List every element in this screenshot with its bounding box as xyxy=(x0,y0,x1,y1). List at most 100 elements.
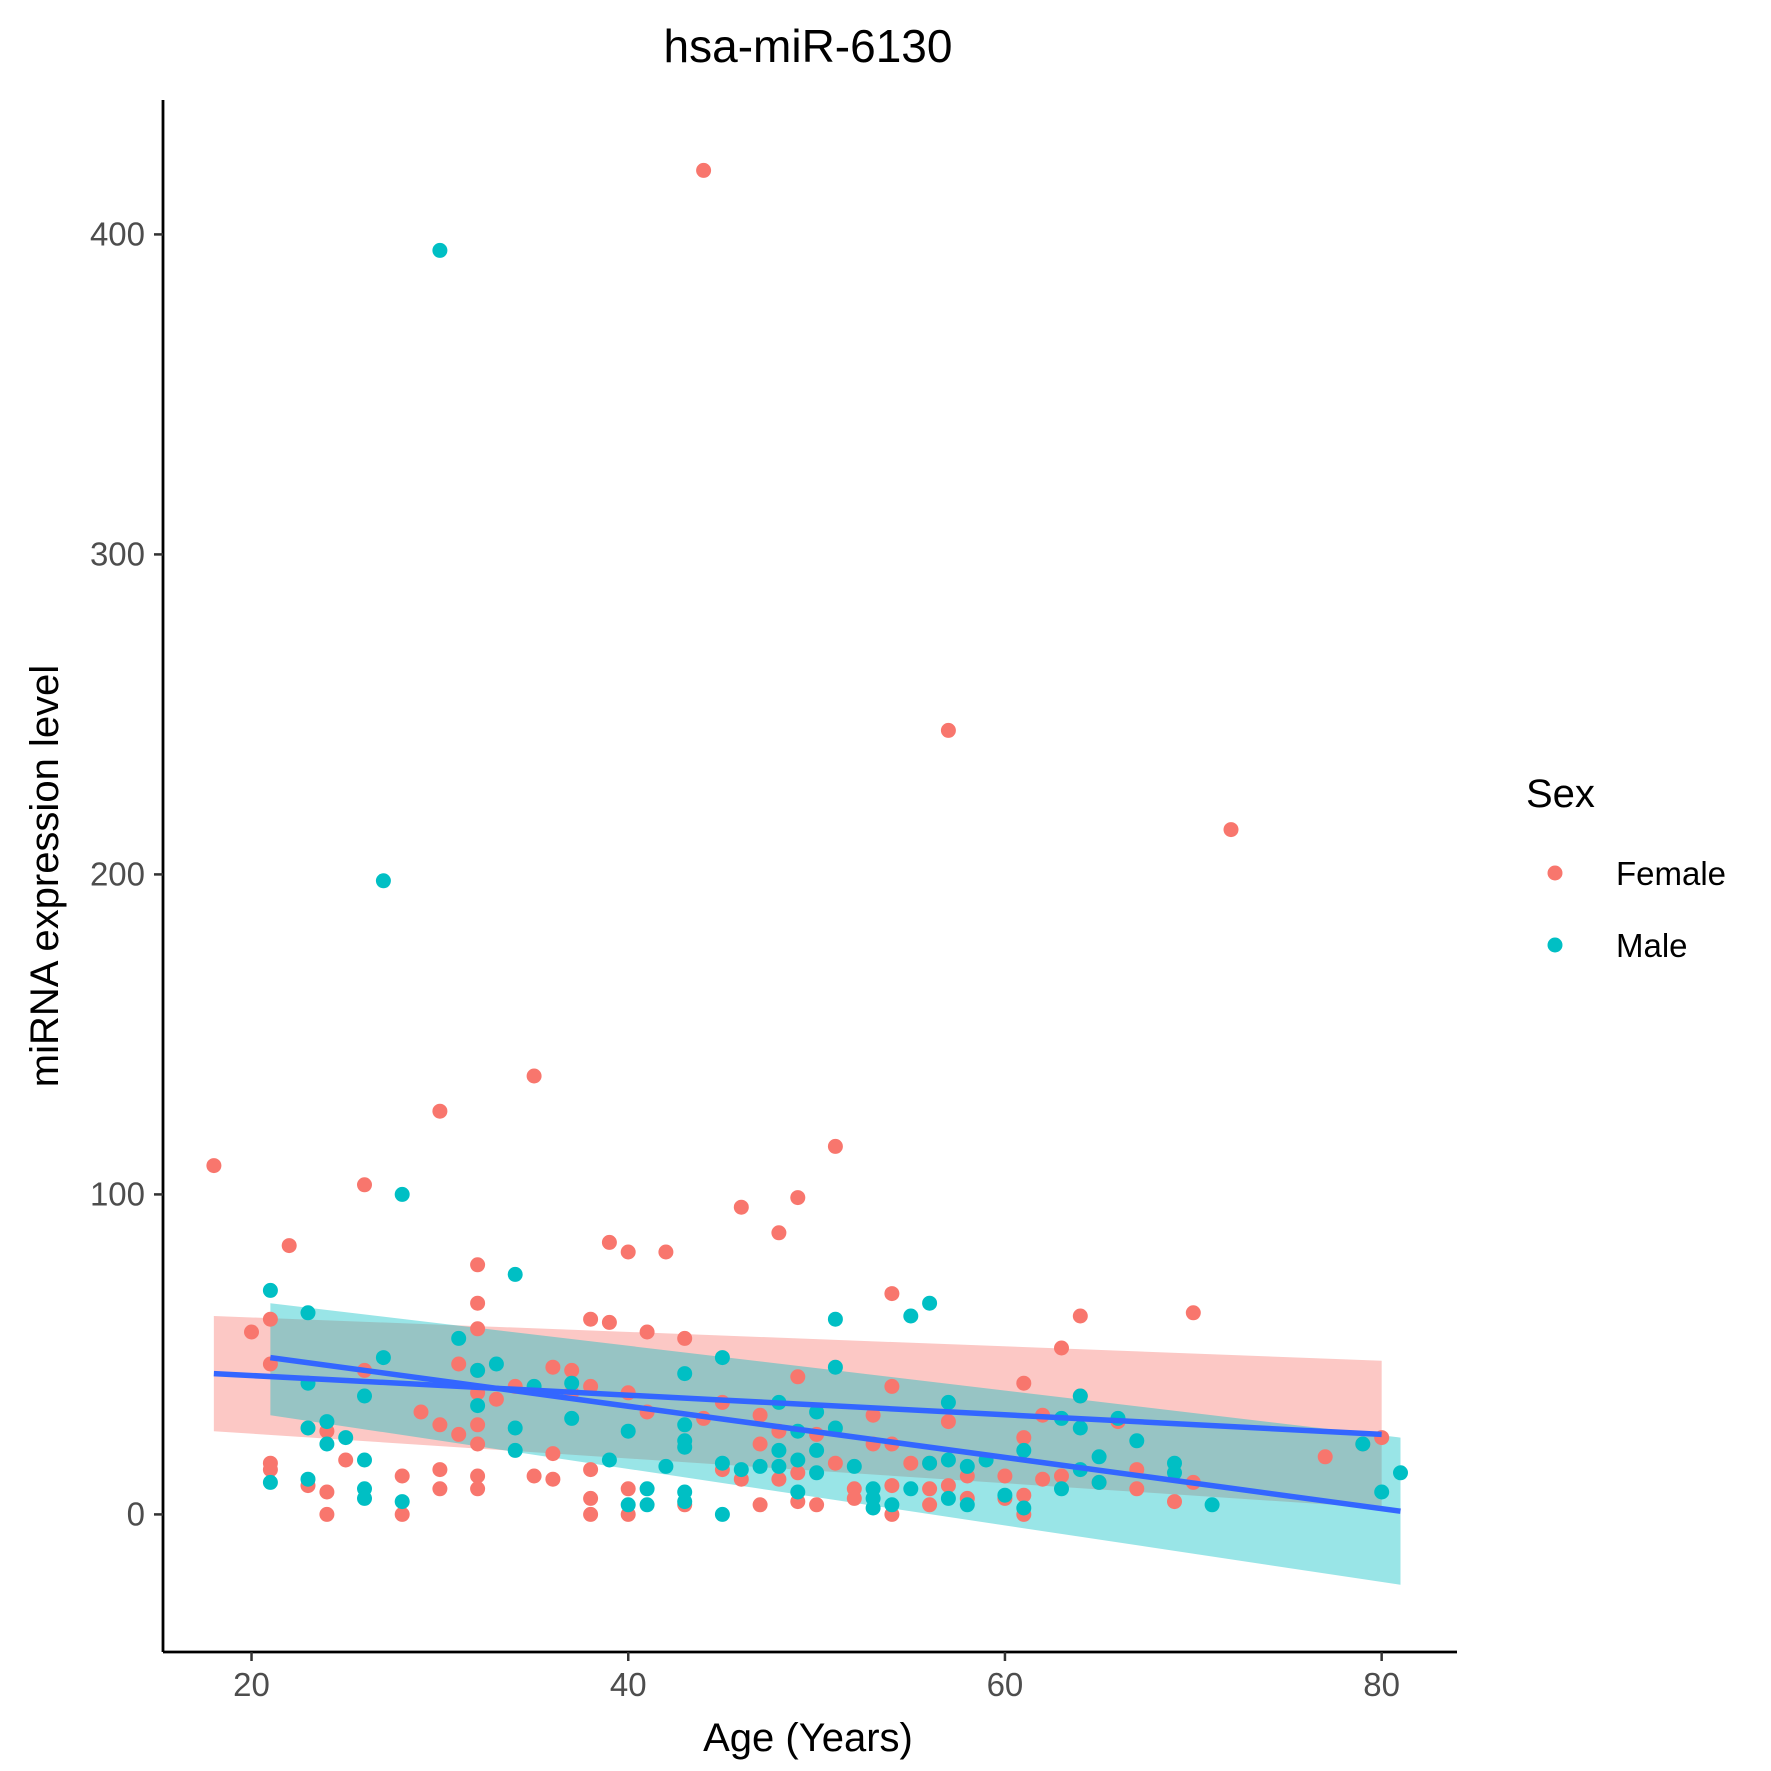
data-point-male xyxy=(809,1442,825,1458)
data-point-female xyxy=(601,1234,617,1250)
data-point-male xyxy=(959,1458,975,1474)
data-point-male xyxy=(507,1442,523,1458)
data-point-male xyxy=(677,1417,693,1433)
fit-line-male xyxy=(269,1354,1401,1514)
data-point-female xyxy=(790,1465,806,1481)
data-point-female xyxy=(1223,822,1239,838)
data-point-female xyxy=(545,1359,561,1375)
data-point-female xyxy=(790,1369,806,1385)
y-tick-label: 200 xyxy=(90,855,145,892)
data-point-male xyxy=(922,1295,938,1311)
data-point-male xyxy=(394,1494,410,1510)
data-point-female xyxy=(752,1407,768,1423)
data-point-female xyxy=(884,1378,900,1394)
fit-line-female xyxy=(213,1370,1382,1438)
data-point-female xyxy=(846,1490,862,1506)
data-point-male xyxy=(903,1308,919,1324)
regression-lines xyxy=(213,1354,1401,1514)
data-point-male xyxy=(790,1452,806,1468)
data-point-female xyxy=(244,1324,259,1340)
data-point-male xyxy=(903,1481,919,1497)
data-point-male xyxy=(564,1410,580,1426)
data-point-male xyxy=(1167,1465,1182,1481)
data-point-female xyxy=(1035,1471,1051,1487)
y-tick-label: 100 xyxy=(90,1175,145,1212)
chart-title: hsa-miR-6130 xyxy=(664,20,953,72)
data-point-male xyxy=(601,1452,617,1468)
data-point-male xyxy=(507,1266,523,1282)
data-point-male xyxy=(884,1497,900,1513)
legend-key-female xyxy=(1547,865,1563,881)
data-point-female xyxy=(432,1103,448,1119)
data-point-female xyxy=(319,1484,335,1500)
data-point-female xyxy=(922,1481,938,1497)
data-point-male xyxy=(827,1359,843,1375)
legend-items: Female Male xyxy=(1547,855,1726,964)
data-point-male xyxy=(809,1404,825,1420)
data-point-female xyxy=(432,1462,448,1478)
data-point-female xyxy=(470,1295,486,1311)
data-point-male xyxy=(1054,1481,1069,1497)
data-point-male xyxy=(620,1497,636,1513)
data-point-male xyxy=(940,1490,956,1506)
data-point-male xyxy=(338,1430,354,1446)
data-point-female xyxy=(583,1311,599,1327)
data-point-female xyxy=(827,1138,843,1154)
data-point-male xyxy=(733,1462,749,1478)
data-point-female xyxy=(884,1478,900,1494)
data-point-male xyxy=(470,1362,486,1378)
data-point-male xyxy=(790,1484,806,1500)
data-point-female xyxy=(639,1324,655,1340)
y-tick-label: 300 xyxy=(90,535,145,572)
data-point-female xyxy=(470,1468,486,1484)
legend-label-female: Female xyxy=(1616,855,1726,892)
data-point-male xyxy=(300,1420,316,1436)
data-point-female xyxy=(413,1404,429,1420)
data-point-female xyxy=(1167,1494,1182,1510)
data-point-female xyxy=(262,1311,278,1327)
data-point-male xyxy=(1016,1500,1032,1516)
data-point-female xyxy=(1016,1375,1032,1391)
data-point-female xyxy=(583,1506,599,1522)
data-point-male xyxy=(714,1455,730,1471)
data-point-female xyxy=(1185,1305,1201,1321)
data-point-male xyxy=(639,1481,655,1497)
data-point-female xyxy=(677,1330,693,1346)
data-point-female xyxy=(790,1190,806,1206)
data-point-male xyxy=(1072,1388,1088,1404)
data-point-male xyxy=(771,1458,787,1474)
data-point-male xyxy=(714,1350,730,1366)
x-axis-ticks: 20 40 60 80 xyxy=(233,1652,1400,1703)
data-point-female xyxy=(601,1314,617,1330)
data-point-female xyxy=(319,1506,335,1522)
data-point-female xyxy=(338,1452,354,1468)
data-point-female xyxy=(1016,1487,1032,1503)
data-point-male xyxy=(658,1458,674,1474)
data-point-male xyxy=(827,1311,843,1327)
data-point-male xyxy=(752,1458,768,1474)
data-point-male xyxy=(1091,1449,1107,1465)
x-tick-label: 80 xyxy=(1363,1666,1400,1703)
data-point-male xyxy=(639,1497,655,1513)
data-point-female xyxy=(1016,1430,1032,1446)
data-point-female xyxy=(1054,1468,1069,1484)
data-point-female xyxy=(470,1481,486,1497)
data-point-female xyxy=(470,1321,486,1337)
data-point-male xyxy=(262,1474,278,1490)
data-point-male xyxy=(865,1500,881,1516)
data-point-male xyxy=(488,1356,504,1372)
data-point-female xyxy=(451,1426,467,1442)
data-point-male xyxy=(771,1442,787,1458)
data-point-male xyxy=(1355,1436,1371,1452)
data-point-female xyxy=(526,1068,542,1084)
data-point-female xyxy=(1317,1449,1333,1465)
data-point-male xyxy=(846,1458,862,1474)
data-point-male xyxy=(1204,1497,1220,1513)
data-point-female xyxy=(470,1257,486,1273)
data-point-female xyxy=(206,1158,222,1174)
data-point-female xyxy=(545,1471,561,1487)
y-tick-label: 0 xyxy=(127,1495,145,1532)
y-axis-ticks: 0 100 200 300 400 xyxy=(90,215,163,1532)
